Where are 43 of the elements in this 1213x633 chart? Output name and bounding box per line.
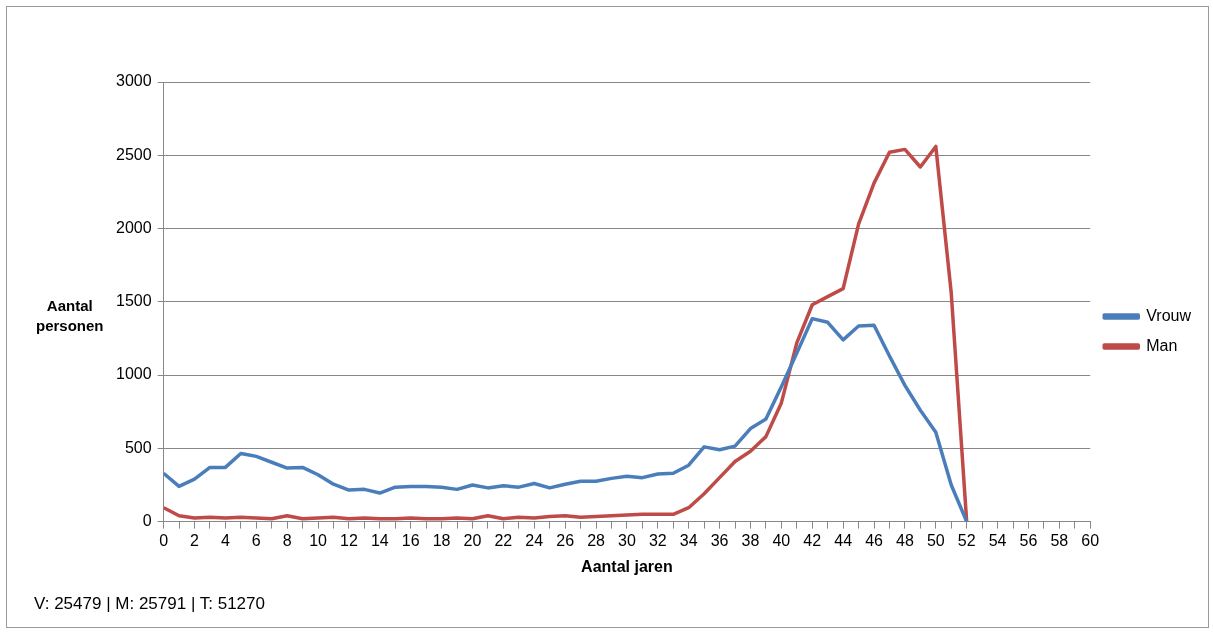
x-tick-label: 18 bbox=[432, 531, 451, 549]
x-tick-label: 46 bbox=[865, 531, 884, 549]
x-tick-label: 56 bbox=[1019, 531, 1038, 549]
x-tick-label: 26 bbox=[556, 531, 575, 549]
legend-label: Man bbox=[1146, 336, 1178, 354]
x-tick-label: 6 bbox=[251, 531, 261, 549]
y-tick-label: 3000 bbox=[116, 72, 152, 90]
x-tick-label: 20 bbox=[463, 531, 482, 549]
x-tick-label: 40 bbox=[772, 531, 791, 549]
x-tick-label: 60 bbox=[1081, 531, 1100, 549]
x-tick-label: 32 bbox=[648, 531, 667, 549]
x-tick-label: 44 bbox=[834, 531, 853, 549]
x-tick-label: 42 bbox=[803, 531, 822, 549]
x-tick-label: 4 bbox=[220, 531, 230, 549]
x-tick-label: 2 bbox=[190, 531, 200, 549]
legend-label: Vrouw bbox=[1146, 306, 1192, 324]
x-tick-label: 10 bbox=[309, 531, 328, 549]
x-tick-label: 12 bbox=[340, 531, 358, 549]
x-tick-label: 52 bbox=[957, 531, 976, 549]
x-tick-label: 30 bbox=[618, 531, 636, 549]
y-tick-label: 1500 bbox=[116, 292, 152, 310]
y-axis-title: Aantal personen bbox=[36, 296, 104, 336]
y-tick-label: 2000 bbox=[116, 218, 152, 236]
x-tick-label: 34 bbox=[679, 531, 698, 549]
x-axis-title: Aantal jaren bbox=[581, 557, 673, 575]
x-tick-label: 48 bbox=[896, 531, 914, 549]
x-tick-label: 24 bbox=[525, 531, 544, 549]
y-tick-label: 2500 bbox=[116, 145, 152, 163]
x-tick-label: 54 bbox=[988, 531, 1007, 549]
x-tick-label: 0 bbox=[159, 531, 169, 549]
x-tick-label: 28 bbox=[587, 531, 606, 549]
x-tick-label: 14 bbox=[370, 531, 389, 549]
x-tick-label: 8 bbox=[282, 531, 292, 549]
x-tick-label: 38 bbox=[741, 531, 760, 549]
y-tick-label: 1000 bbox=[116, 365, 152, 383]
y-tick-label: 0 bbox=[142, 512, 152, 530]
x-tick-label: 22 bbox=[494, 531, 513, 549]
x-tick-label: 36 bbox=[710, 531, 729, 549]
text: V: 25479 | M: 25791 | T: 51270 bbox=[34, 594, 265, 614]
x-tick-label: 58 bbox=[1050, 531, 1069, 549]
y-tick-label: 500 bbox=[124, 438, 152, 456]
x-tick-label: 50 bbox=[926, 531, 945, 549]
x-tick-label: 16 bbox=[401, 531, 420, 549]
